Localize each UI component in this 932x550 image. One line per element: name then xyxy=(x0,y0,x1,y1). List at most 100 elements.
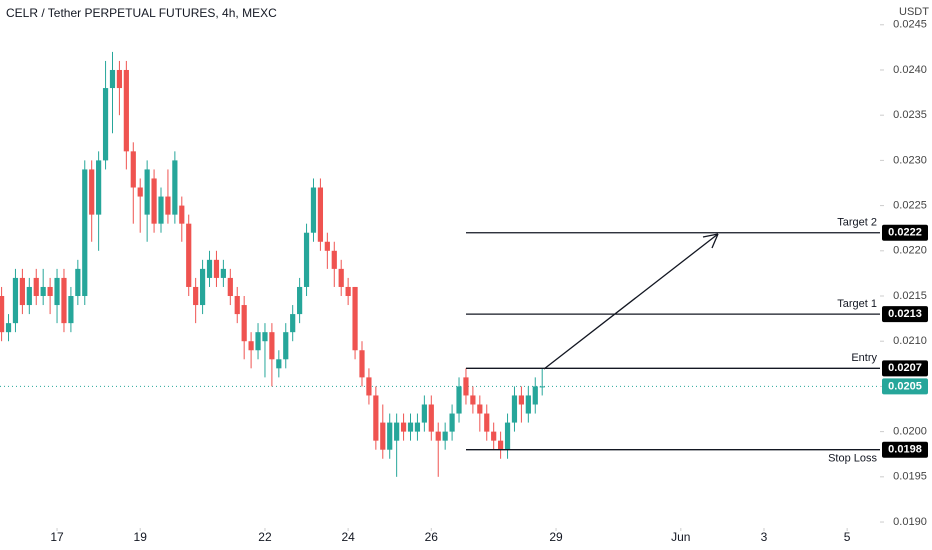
last-price-box xyxy=(882,378,928,395)
y-tick-label: 0.0235 xyxy=(893,109,927,121)
arrow xyxy=(543,233,719,370)
x-tick-label: 5 xyxy=(844,530,851,544)
candle-body xyxy=(186,223,192,287)
candle-body xyxy=(26,286,32,306)
candle-body xyxy=(109,69,116,89)
candle-body xyxy=(331,250,337,269)
candle-body xyxy=(33,277,39,297)
level-value: 0.0213 xyxy=(888,308,922,320)
level-value: 0.0222 xyxy=(888,227,922,239)
candle-body xyxy=(130,151,136,188)
candle-body xyxy=(338,268,344,287)
candle-body xyxy=(123,69,129,152)
candle-body xyxy=(470,395,476,405)
y-tick-label: 0.0225 xyxy=(893,200,927,212)
candle-body xyxy=(463,377,469,396)
x-tick-label: 22 xyxy=(258,530,272,544)
candle-body xyxy=(276,359,282,369)
candle-body xyxy=(317,187,324,242)
candle-body xyxy=(0,296,5,333)
candle-body xyxy=(297,286,303,315)
x-tick-label: 26 xyxy=(425,530,439,544)
candle-body xyxy=(387,422,393,450)
candle-body xyxy=(435,431,441,441)
candle-body xyxy=(227,277,233,297)
arrow-head xyxy=(702,233,719,249)
candle-body xyxy=(491,431,497,441)
candle-body xyxy=(82,169,88,297)
level-value: 0.0207 xyxy=(888,362,922,374)
candle-body xyxy=(241,305,247,342)
candle-body xyxy=(352,286,358,351)
candle-body xyxy=(539,386,545,388)
last-price-label: 0.0205 xyxy=(888,380,922,392)
candle-body xyxy=(428,404,434,432)
candle-body xyxy=(206,259,213,278)
candle-body xyxy=(172,160,178,215)
candle-body xyxy=(366,377,372,396)
candle-body xyxy=(324,241,330,251)
arrow-line xyxy=(543,233,719,370)
candle-body xyxy=(144,169,150,215)
candle-body xyxy=(310,187,317,233)
x-tick-label: 3 xyxy=(761,530,768,544)
candle-body xyxy=(199,268,206,306)
level-name: Target 2 xyxy=(837,217,877,229)
y-tick-label: 0.0210 xyxy=(893,335,927,347)
y-tick-label: 0.0245 xyxy=(893,19,927,31)
candle-body xyxy=(137,187,143,197)
candle-body xyxy=(158,196,164,224)
candle-body xyxy=(102,88,109,161)
level-box xyxy=(882,306,928,323)
level-box xyxy=(882,224,928,241)
candle-body xyxy=(220,268,226,278)
candle-body xyxy=(96,160,102,215)
candle-body xyxy=(456,386,462,414)
candle-body xyxy=(303,232,310,287)
candle-body xyxy=(394,422,400,441)
candle-body xyxy=(477,404,483,414)
y-tick-label: 0.0220 xyxy=(893,245,927,257)
candle-body xyxy=(484,413,490,432)
candle-body xyxy=(12,277,19,324)
candle-body xyxy=(373,395,379,441)
candle-body xyxy=(89,169,95,215)
candle-body xyxy=(179,205,185,224)
candle-body xyxy=(511,395,518,423)
level-box xyxy=(882,441,928,458)
candle-body xyxy=(68,296,74,324)
level-name: Stop Loss xyxy=(828,453,877,465)
chart-title: CELR / Tether PERPETUAL FUTURES, 4h, MEX… xyxy=(6,6,277,20)
level-name: Target 1 xyxy=(837,298,877,310)
y-tick-label: 0.0195 xyxy=(893,471,927,483)
y-tick-label: 0.0190 xyxy=(893,516,927,528)
candle-body xyxy=(262,332,268,342)
candle-body xyxy=(525,395,531,414)
candle-body xyxy=(248,341,254,351)
candle-body xyxy=(255,332,261,351)
candle-body xyxy=(380,422,386,450)
candle-body xyxy=(234,296,240,315)
candle-body xyxy=(269,332,275,360)
y-tick-label: 0.0240 xyxy=(893,64,927,76)
candle-body xyxy=(421,404,427,423)
y-tick-label: 0.0215 xyxy=(893,290,927,302)
candle-body xyxy=(19,277,25,306)
x-tick-label: 24 xyxy=(341,530,355,544)
x-tick-label: 29 xyxy=(549,530,563,544)
candle-body xyxy=(504,422,511,450)
candle-body xyxy=(498,440,504,450)
candle-body xyxy=(47,286,53,297)
axis-unit: USDT xyxy=(899,6,929,18)
y-tick-label: 0.0230 xyxy=(893,154,927,166)
candle-body xyxy=(5,323,12,333)
candle-body xyxy=(414,422,421,432)
level-value: 0.0198 xyxy=(888,444,922,456)
candle-body xyxy=(449,413,455,432)
candle-body xyxy=(407,422,414,432)
candle-body xyxy=(290,314,296,333)
candle-body xyxy=(75,268,81,297)
candle-body xyxy=(345,286,351,297)
